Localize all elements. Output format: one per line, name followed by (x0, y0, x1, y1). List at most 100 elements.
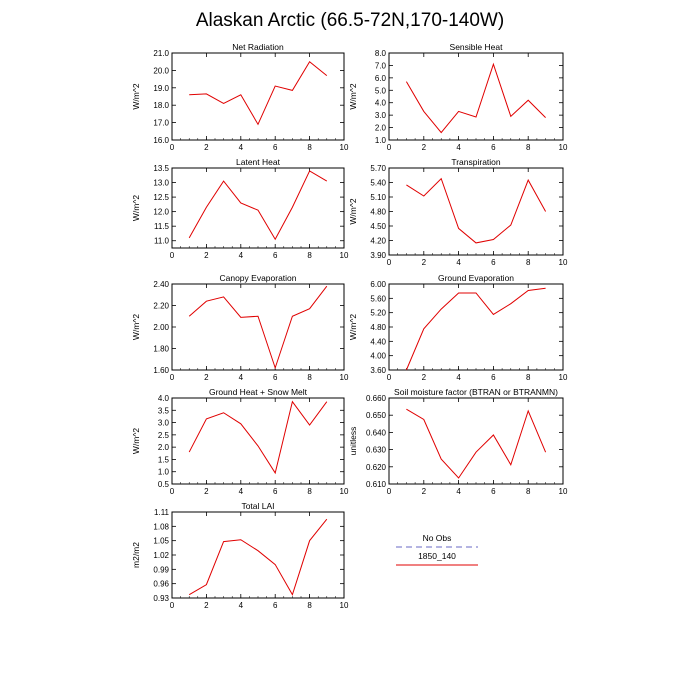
y-tick-label: 5.10 (370, 193, 386, 202)
y-tick-label: 1.60 (153, 366, 169, 375)
y-tick-label: 3.90 (370, 251, 386, 260)
legend: No Obs 1850_140 (396, 533, 478, 566)
panel-5: Canopy Evaporation W/m^2 0 2 4 6 8 10 1.60 1.80 2.… (131, 273, 349, 382)
panel-7: Ground Heat + Snow Melt W/m^2 0 2 4 6 8 10 0.5 1.… (131, 387, 349, 496)
series-line-1 (406, 177, 547, 244)
x-tick-label: 4 (239, 251, 244, 260)
x-tick-label: 2 (422, 143, 427, 152)
y-axis-label: W/m^2 (131, 314, 141, 340)
plot-frame (388, 397, 564, 485)
y-axis-label: unitless (348, 427, 358, 456)
panel-title: Ground Heat + Snow Melt (209, 387, 308, 397)
y-tick-label: 5.0 (375, 86, 387, 95)
plot-frame (388, 167, 564, 256)
y-tick-label: 1.05 (153, 537, 169, 546)
y-tick-label: 19.0 (153, 84, 169, 93)
y-tick-label: 5.40 (370, 179, 386, 188)
y-tick-label: 2.40 (153, 280, 169, 289)
y-tick-label: 18.0 (153, 101, 169, 110)
x-tick-label: 10 (559, 487, 568, 496)
x-tick-label: 4 (456, 258, 461, 267)
series-line-1 (405, 62, 546, 134)
y-tick-label: 2.20 (153, 302, 169, 311)
x-tick-label: 6 (273, 601, 278, 610)
x-tick-label: 2 (204, 373, 209, 382)
y-tick-label: 3.5 (158, 406, 170, 415)
y-tick-label: 0.99 (153, 565, 169, 574)
y-tick-label: 1.80 (153, 345, 169, 354)
y-tick-label: 1.0 (158, 468, 170, 477)
series-line-1 (188, 518, 328, 596)
legend-label: 1850_140 (418, 551, 456, 561)
y-tick-label: 2.5 (158, 431, 170, 440)
plot-frame (171, 52, 345, 141)
y-axis-label: W/m^2 (348, 83, 358, 109)
x-tick-label: 10 (340, 143, 349, 152)
x-tick-label: 4 (239, 143, 244, 152)
panel-3: Latent Heat W/m^2 0 2 4 6 8 10 11.0 11.5 12.0 12.5 1… (131, 157, 349, 260)
y-tick-label: 11.0 (154, 237, 170, 246)
x-tick-label: 0 (170, 251, 175, 260)
y-tick-label: 16.0 (153, 136, 169, 145)
y-tick-label: 17.0 (153, 119, 169, 128)
y-tick-label: 5.70 (370, 164, 386, 173)
x-tick-label: 8 (526, 143, 531, 152)
series-line-1 (188, 400, 328, 475)
y-tick-label: 0.630 (366, 446, 387, 455)
x-tick-label: 2 (204, 251, 209, 260)
x-tick-label: 8 (307, 373, 312, 382)
panel-1: Net Radiation W/m^2 0 2 4 6 8 10 16.0 17.0 18.0 19.… (131, 42, 349, 152)
x-tick-label: 10 (340, 373, 349, 382)
x-tick-label: 6 (273, 373, 278, 382)
panel-title: Ground Evaporation (438, 273, 514, 283)
panel-title: Soil moisture factor (BTRAN or BTRANMN) (394, 387, 558, 397)
x-tick-label: 4 (456, 373, 461, 382)
x-tick-label: 10 (340, 487, 349, 496)
series-line-1 (406, 408, 547, 479)
y-tick-label: 0.640 (366, 428, 387, 437)
x-tick-label: 2 (204, 601, 209, 610)
y-tick-label: 8.0 (375, 49, 387, 58)
x-tick-label: 0 (170, 487, 175, 496)
panel-title: Transpiration (451, 157, 501, 167)
y-tick-label: 0.93 (153, 594, 169, 603)
y-axis-label: m2/m2 (131, 542, 141, 568)
x-tick-label: 8 (526, 487, 531, 496)
y-tick-label: 20.0 (153, 66, 169, 75)
x-tick-label: 0 (387, 143, 392, 152)
x-tick-label: 2 (422, 373, 427, 382)
y-tick-label: 6.00 (370, 280, 386, 289)
x-tick-label: 8 (307, 143, 312, 152)
x-tick-label: 10 (559, 373, 568, 382)
x-tick-label: 0 (387, 258, 392, 267)
y-tick-label: 2.0 (375, 124, 387, 133)
x-tick-label: 2 (422, 487, 427, 496)
x-tick-label: 8 (307, 487, 312, 496)
y-tick-label: 12.0 (153, 208, 169, 217)
y-axis-label: W/m^2 (348, 198, 358, 224)
y-tick-label: 4.50 (370, 222, 386, 231)
x-tick-label: 4 (239, 487, 244, 496)
y-tick-label: 12.5 (153, 193, 169, 202)
y-tick-label: 1.11 (154, 508, 170, 517)
x-tick-label: 2 (204, 487, 209, 496)
panel-title: Canopy Evaporation (219, 273, 296, 283)
panel-title: Latent Heat (236, 157, 281, 167)
legend-label: No Obs (423, 533, 452, 543)
series-line-1 (189, 60, 328, 126)
panel-2: Sensible Heat W/m^2 0 2 4 6 8 10 1.0 2.0 3.0 4.0 5.0… (348, 42, 568, 152)
panel-8: Soil moisture factor (BTRAN or BTRANMN) u… (348, 387, 568, 496)
y-tick-label: 4.0 (375, 99, 387, 108)
y-tick-label: 0.660 (366, 394, 387, 403)
y-axis-label: W/m^2 (131, 195, 141, 221)
x-tick-label: 6 (491, 373, 496, 382)
y-tick-label: 1.0 (375, 136, 387, 145)
y-tick-label: 1.08 (153, 522, 169, 531)
x-tick-label: 4 (239, 373, 244, 382)
y-tick-label: 4.20 (370, 237, 386, 246)
y-tick-label: 4.80 (370, 208, 386, 217)
x-tick-label: 10 (340, 251, 349, 260)
y-tick-label: 0.620 (366, 463, 387, 472)
plot-frame (388, 283, 564, 371)
